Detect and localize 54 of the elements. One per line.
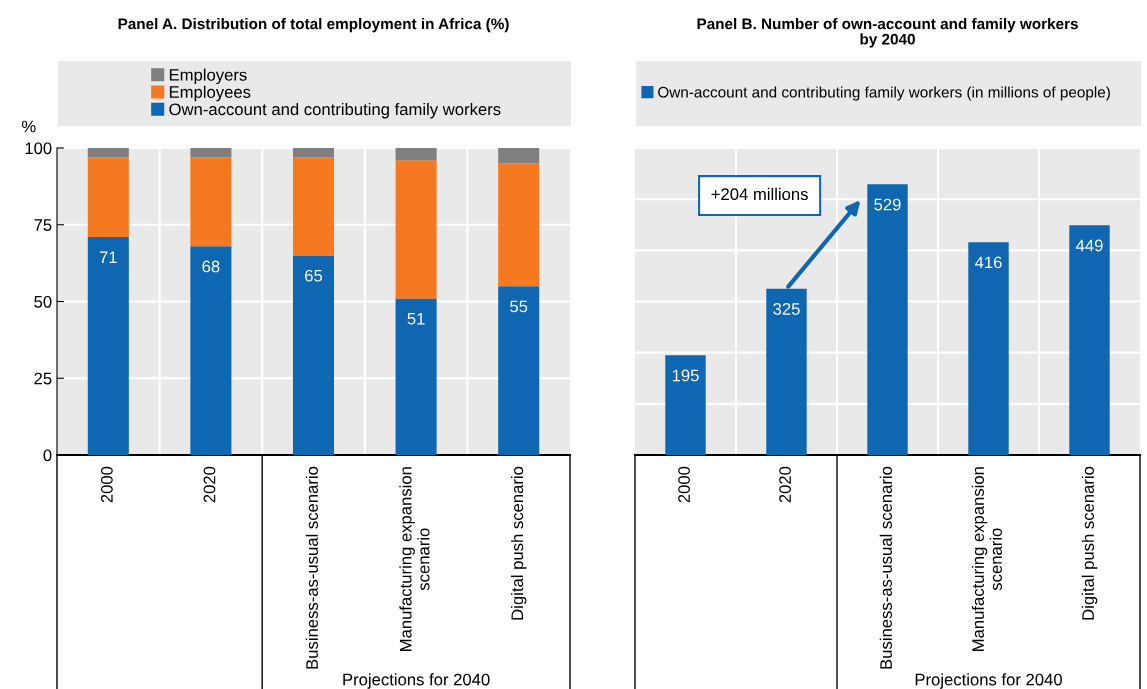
x-tick-label: Manufacturing expansion scenario — [971, 467, 1002, 651]
x-tick-label: 2000 — [678, 466, 690, 503]
bar — [395, 148, 437, 161]
data-label: 195 — [672, 369, 699, 382]
legend-label: Employers — [169, 68, 247, 85]
x-tick-label: 2000 — [100, 466, 113, 503]
y-axis-title: % — [21, 120, 36, 133]
data-label: 71 — [99, 251, 117, 263]
annotation: +204 millions — [711, 187, 808, 201]
x-tick-label: Business-as-usual scenario — [879, 466, 892, 669]
bar — [498, 163, 540, 287]
bar — [867, 184, 908, 455]
y-tick-label: 50 — [34, 295, 52, 308]
y-tick-label: 75 — [34, 219, 52, 231]
data-label: 416 — [974, 256, 1002, 269]
bar — [190, 148, 232, 158]
y-tick-label: 0 — [43, 449, 52, 462]
bar — [968, 242, 1009, 455]
y-tick-label: 25 — [34, 372, 52, 385]
data-label: 325 — [773, 303, 800, 315]
data-label: 529 — [874, 198, 901, 211]
bar — [395, 160, 437, 299]
bar — [190, 246, 232, 455]
x-tick-label: Digital push scenario — [1081, 466, 1098, 620]
bar — [87, 148, 129, 158]
data-label: 65 — [305, 269, 323, 282]
bar — [1069, 225, 1110, 455]
x-axis-title: Projections for 2040 — [343, 673, 490, 689]
data-label: 55 — [510, 300, 528, 313]
data-label: 449 — [1075, 239, 1103, 252]
x-axis-title: Projections for 2040 — [915, 673, 1062, 689]
x-tick-label: Business-as-usual scenario — [305, 466, 318, 669]
x-tick-label: 2020 — [203, 466, 216, 503]
chart-title: Panel B. Number of own-account and family workers by 2040 — [697, 18, 1078, 48]
legend-label: Employees — [169, 85, 251, 102]
chart-title: Panel A. Distribution of total employment in Africa (%) — [118, 18, 509, 33]
legend-label: Own-account and contributing family workers (in millions of people) — [658, 86, 1110, 101]
bar — [87, 157, 129, 238]
x-tick-label: Digital push scenario — [510, 466, 527, 620]
data-label: 68 — [202, 260, 220, 273]
y-tick-label: 100 — [25, 142, 52, 155]
bar — [498, 286, 540, 455]
data-label: 51 — [407, 312, 425, 325]
bar — [395, 298, 437, 455]
x-tick-label: Manufacturing expansion scenario — [399, 467, 430, 651]
bar — [665, 355, 706, 455]
bar — [87, 237, 129, 455]
bar — [292, 148, 335, 158]
bar — [292, 255, 335, 455]
bar — [292, 157, 335, 256]
legend-label: Own-account and contributing family workers — [169, 102, 501, 119]
x-tick-label: 2020 — [779, 466, 791, 503]
bar — [190, 157, 232, 247]
bar — [498, 148, 540, 164]
